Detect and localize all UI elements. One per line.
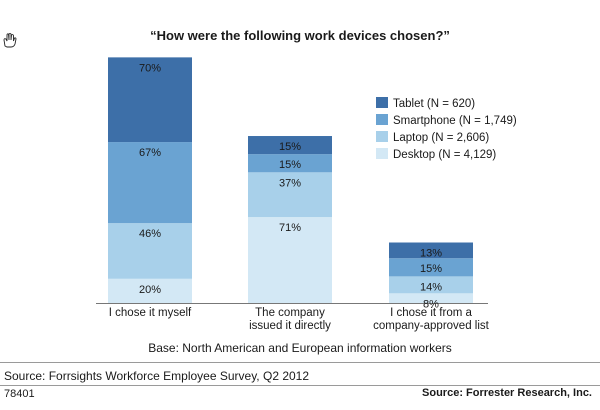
bar-segment: [389, 276, 473, 294]
base-note: Base: North American and European inform…: [148, 341, 452, 355]
legend-label: Tablet (N = 620): [393, 98, 475, 110]
bar-segment: [389, 293, 473, 303]
data-label: 70%: [139, 62, 161, 74]
category-label: I chose it from a: [390, 307, 472, 319]
data-label: 15%: [279, 141, 301, 153]
legend-swatch: [376, 97, 388, 108]
divider-line: [0, 362, 600, 363]
legend-label: Desktop (N = 4,129): [393, 149, 496, 161]
data-label: 15%: [420, 263, 442, 275]
data-label: 15%: [279, 159, 301, 171]
legend-label: Smartphone (N = 1,749): [393, 115, 517, 127]
legend-label: Laptop (N = 2,606): [393, 132, 489, 144]
figure-code: 78401: [4, 388, 35, 400]
bar-segment: [108, 223, 192, 279]
hand-cursor-icon: [3, 32, 17, 48]
bar-segment: [108, 57, 192, 143]
data-label: 13%: [420, 248, 442, 260]
legend-swatch: [376, 114, 388, 125]
category-label: issued it directly: [249, 320, 331, 332]
data-label: 71%: [279, 222, 301, 234]
bar-segment: [248, 172, 332, 218]
bar-segment: [108, 278, 192, 303]
legend-swatch: [376, 131, 388, 142]
data-label: 14%: [420, 281, 442, 293]
bar-segment: [248, 136, 332, 155]
bar-segment: [248, 217, 332, 303]
publisher-source: Source: Forrester Research, Inc.: [422, 387, 592, 399]
survey-source: Source: Forrsights Workforce Employee Su…: [4, 369, 310, 383]
chart-title: “How were the following work devices cho…: [150, 28, 450, 43]
bar-segment: [389, 242, 473, 259]
bar-segment: [108, 142, 192, 224]
legend-swatch: [376, 148, 388, 159]
data-label: 37%: [279, 177, 301, 189]
data-label: 46%: [139, 228, 161, 240]
category-label: The company: [255, 307, 325, 319]
bar-segment: [389, 258, 473, 277]
data-label: 20%: [139, 284, 161, 296]
category-label: company-approved list: [373, 320, 490, 332]
category-label: I chose it myself: [109, 307, 192, 319]
divider-line: [0, 385, 600, 386]
bar-segment: [248, 154, 332, 173]
data-label: 8%: [423, 298, 439, 310]
data-label: 67%: [139, 147, 161, 159]
